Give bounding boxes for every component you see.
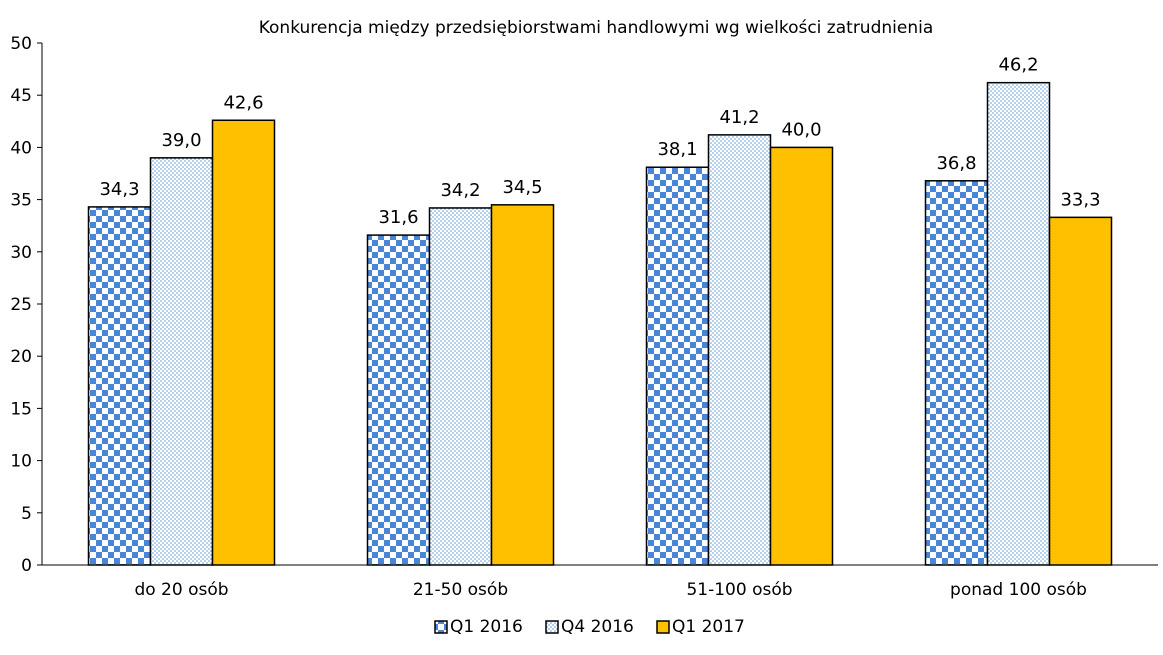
data-label: 34,5 (502, 177, 542, 198)
data-label: 40,0 (781, 119, 821, 140)
data-label: 36,8 (936, 153, 976, 174)
x-axis: do 20 osób 21-50 osób 51-100 osób ponad 100… (42, 564, 1158, 600)
legend-swatch (656, 620, 670, 634)
y-tick-label: 20 (10, 347, 32, 367)
bar-3-2 (490, 204, 555, 566)
bar-1-2 (366, 234, 431, 566)
chart-title: Konkurencja między przedsiębiorstwami ha… (259, 18, 934, 38)
bar-1-1 (87, 206, 152, 566)
bar-2-3 (707, 134, 772, 566)
x-category-label: do 20 osób (134, 580, 228, 600)
data-label: 38,1 (657, 139, 697, 160)
y-tick-label: 10 (10, 452, 32, 472)
legend-label: Q1 2016 (450, 617, 523, 637)
y-tick-label: 15 (10, 399, 32, 419)
x-category-label: ponad 100 osób (950, 580, 1087, 600)
data-label: 39,0 (161, 130, 201, 151)
y-tick-label: 0 (21, 556, 32, 576)
data-label: 42,6 (223, 92, 263, 113)
data-label: 34,2 (440, 180, 480, 201)
data-label: 34,3 (99, 179, 139, 200)
y-axis: 0 5 10 15 20 25 30 35 40 45 50 (10, 34, 43, 576)
bar-3-4 (1048, 216, 1113, 566)
data-label: 46,2 (998, 55, 1038, 76)
bars-group (87, 81, 1113, 566)
bar-1-4 (924, 180, 989, 566)
legend-swatch (434, 620, 448, 634)
bar-3-3 (769, 146, 834, 566)
data-label: 33,3 (1060, 189, 1100, 210)
legend-swatch (545, 620, 559, 634)
x-category-label: 51-100 osób (686, 580, 792, 600)
legend-label: Q1 2017 (672, 617, 745, 637)
bar-3-1 (211, 119, 276, 566)
legend: Q1 2016 Q4 2016 Q1 2017 (434, 617, 745, 637)
bar-2-1 (149, 157, 214, 566)
y-tick-label: 25 (10, 295, 32, 315)
y-tick-label: 5 (21, 504, 32, 524)
y-tick-label: 30 (10, 243, 32, 263)
data-labels-group: 34,3 39,0 42,6 31,6 34,2 34,5 38,1 41,2 40,0 36,8… (99, 55, 1100, 228)
x-category-label: 21-50 osób (413, 580, 508, 600)
y-tick-label: 35 (10, 191, 32, 211)
bar-2-4 (986, 81, 1051, 566)
data-label: 31,6 (378, 207, 418, 228)
y-tick-label: 40 (10, 138, 32, 158)
bar-2-2 (428, 207, 493, 566)
data-label: 41,2 (719, 107, 759, 128)
legend-label: Q4 2016 (561, 617, 634, 637)
y-tick-label: 45 (10, 86, 32, 106)
bar-1-3 (645, 166, 710, 566)
y-tick-label: 50 (10, 34, 32, 54)
